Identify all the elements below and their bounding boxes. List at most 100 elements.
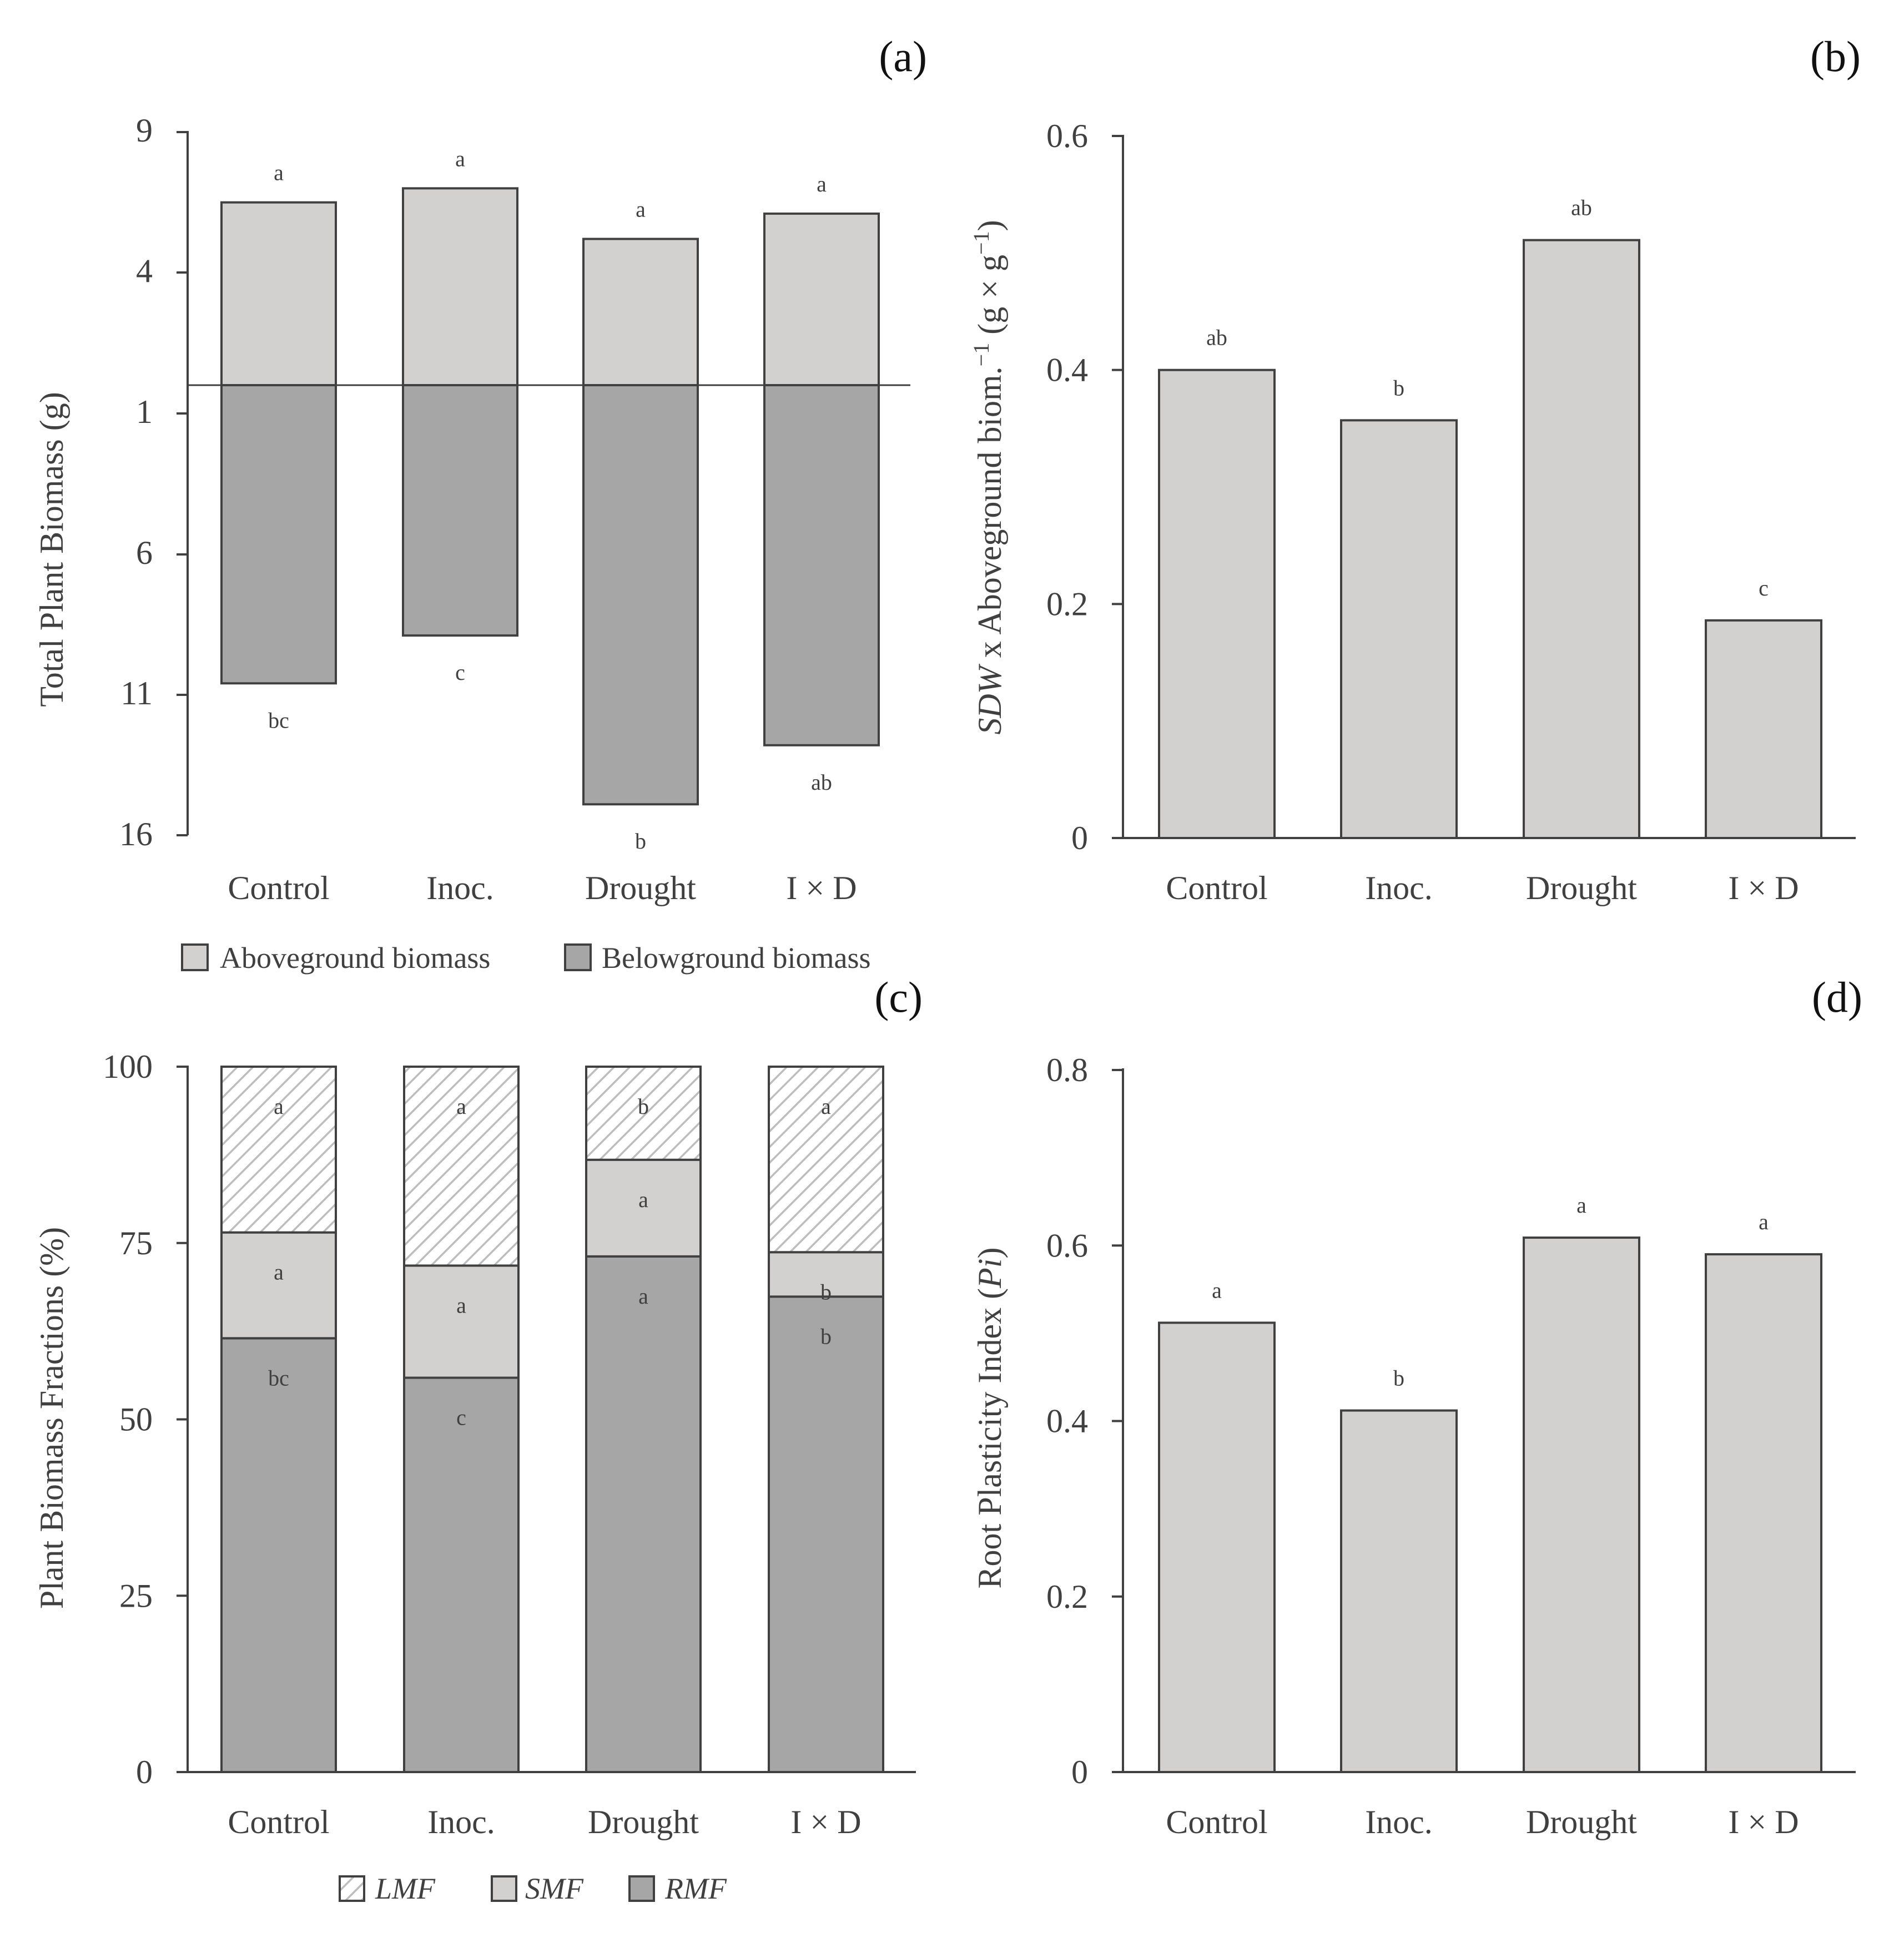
panel-b: (b) SDW x Aboveground biom.−1 (g × g−1) … [969,32,1861,906]
sig-letter: b [1393,375,1404,400]
panel-d-bars: a b a a [1158,1193,1822,1774]
bar-Control [1158,369,1276,839]
bar-Drought [1523,1236,1640,1774]
x-category-label: Drought [1526,870,1637,906]
x-category-label: Control [1166,1804,1267,1840]
segment-lmf [220,1066,337,1234]
sig-letter-lmf: a [274,1094,284,1119]
segment-smf [585,1158,702,1258]
sig-letter-lmf: b [638,1094,649,1119]
panel-a-legend: Aboveground biomass Belowground biomass [181,941,870,975]
sig-letter: ab [1571,195,1592,220]
y-tick-label: 0.2 [1046,586,1088,622]
panel-c-y-ticks: 0 25 50 75 100 [103,1048,188,1790]
sig-letter: a [1576,1193,1586,1218]
panel-a: (a) Total Plant Biomass (g) 9 4 1 6 11 1… [33,32,927,975]
sig-letter: ab [1206,325,1227,350]
legend-label-lmf: LMF [375,1872,436,1905]
sig-letter: a [1759,1209,1769,1234]
panel-d: (d) Root Plasticity Index (Pi) 0 0.2 0.4 0.… [971,973,1862,1840]
panel-a-tick-label: 9 [136,112,153,149]
legend-label-aboveground: Aboveground biomass [220,941,490,975]
bar-aboveground-Inoc. [402,187,518,386]
segment-lmf [585,1066,702,1161]
sig-letter-aboveground: a [636,197,646,222]
sig-letter-lmf: a [456,1094,466,1119]
x-category-label: Control [228,1804,329,1840]
sig-letter-belowground: ab [811,770,832,795]
bar-I × D [1705,619,1822,839]
x-category-label: Drought [588,1804,699,1840]
segment-smf [768,1251,884,1298]
panel-c-y-axis-label: Plant Biomass Fractions (%) [33,1227,70,1609]
x-category-label: Control [228,870,329,906]
sig-letter-rmf: a [638,1284,648,1309]
panel-d-x-labels: Control Inoc. Drought I × D [1166,1804,1799,1840]
bar-belowground-Inoc. [402,384,518,637]
panel-b-y-label-sup2: −1 [969,231,994,255]
legend-swatch-smf [491,1875,517,1902]
x-category-label: Drought [1526,1804,1637,1840]
x-category-label: Control [1166,870,1267,906]
y-tick-label: 25 [119,1577,153,1614]
bar-belowground-I × D [763,384,880,746]
sig-letter: a [1212,1278,1222,1303]
sig-letter-belowground: bc [268,708,289,733]
x-category-label: I × D [1728,1804,1799,1840]
y-tick-label: 0.4 [1046,352,1088,388]
legend-label-smf: SMF [525,1872,584,1905]
panel-a-tick-label: 11 [120,675,153,711]
panel-a-tick-label: 4 [136,253,153,289]
x-category-label: I × D [786,870,857,906]
bar-I × D [1705,1253,1822,1773]
panel-b-y-label-close: ) [971,220,1008,231]
y-tick-label: 75 [119,1225,153,1261]
y-tick-label: 0.6 [1046,1227,1088,1264]
x-category-label: Inoc. [1365,870,1433,906]
panel-d-y-label-italic: Pi [971,1259,1008,1289]
panel-a-y-tick-marks [177,131,188,836]
y-tick-label: 0 [136,1754,153,1790]
legend-swatch-aboveground [181,943,209,971]
sig-letter-smf: a [638,1187,648,1212]
panel-d-y-ticks: 0 0.2 0.4 0.6 0.8 [1046,1052,1123,1790]
legend-label-rmf: RMF [664,1872,727,1905]
panel-a-x-labels: Control Inoc. Drought I × D [228,870,857,906]
legend-label-belowground: Belowground biomass [602,941,870,975]
bar-belowground-Control [220,384,337,685]
y-tick-label: 50 [119,1401,153,1438]
sig-letter-belowground: c [455,660,465,685]
sig-letter-smf: a [274,1260,284,1285]
sig-letter-smf: a [456,1293,466,1318]
y-tick-label: 0 [1071,1754,1088,1790]
sig-letter: b [1393,1366,1404,1391]
panel-a-label: (a) [879,32,927,80]
sig-letter-aboveground: a [455,146,465,171]
y-tick-label: 0.8 [1046,1052,1088,1088]
bar-Drought [1523,239,1640,839]
y-tick-label: 0 [1071,820,1088,856]
panel-c: (c) Plant Biomass Fractions (%) 0 25 50 75 1… [33,973,923,1905]
segment-lmf [403,1066,520,1267]
panel-b-label: (b) [1810,32,1861,80]
segment-smf [220,1231,337,1340]
panel-a-tick-label: 1 [136,393,153,430]
segment-smf [403,1264,520,1379]
panel-a-y-axis-label: Total Plant Biomass (g) [33,392,70,706]
segment-rmf [585,1255,702,1773]
bar-aboveground-Drought [582,238,699,386]
panel-a-tick-label: 16 [119,816,153,852]
sig-letter-smf: b [820,1279,832,1304]
bar-Inoc. [1340,419,1458,839]
sig-letter: c [1759,576,1769,600]
panel-c-x-labels: Control Inoc. Drought I × D [228,1804,861,1840]
panel-b-y-label-sup1: −1 [969,343,994,367]
y-tick-label: 0.6 [1046,118,1088,154]
panel-b-y-label-text: x Aboveground biom. [971,366,1008,666]
x-category-label: Inoc. [1365,1804,1433,1840]
panel-a-tick-label: 6 [136,534,153,571]
sig-letter-rmf: bc [268,1365,289,1390]
legend-swatch-lmf [339,1875,365,1902]
bar-aboveground-Control [220,201,337,386]
y-tick-label: 0.4 [1046,1403,1088,1440]
